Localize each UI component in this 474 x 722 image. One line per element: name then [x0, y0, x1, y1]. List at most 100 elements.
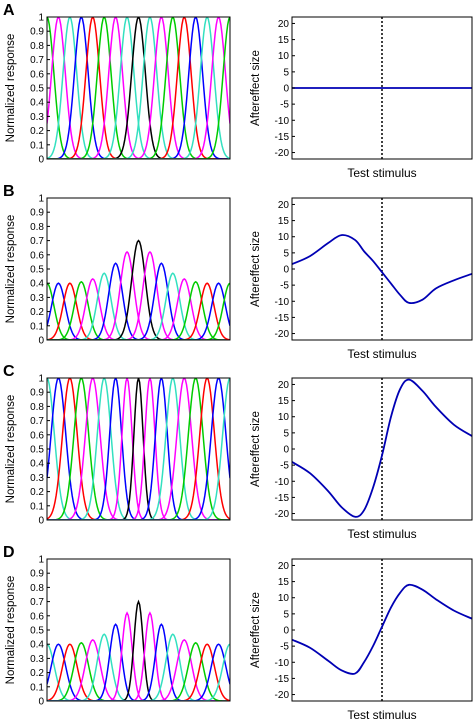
y-tick-label: 0.6	[30, 430, 44, 441]
y-tick-label: 0.2	[30, 487, 44, 498]
y-tick-label: 0.4	[30, 640, 44, 651]
y-tick-label: -20	[275, 690, 290, 701]
y-tick-label: 1	[38, 555, 44, 566]
tuning-curve-4	[47, 639, 230, 701]
y-tick-label: 0.9	[30, 208, 44, 219]
y-tick-label: 1	[38, 13, 44, 24]
y-tick-label: 0.7	[30, 236, 44, 247]
tuning-curve-14	[47, 282, 230, 340]
y-axis-label: Aftereffect size	[250, 411, 262, 487]
y-axis-label: Aftereffect size	[250, 592, 262, 668]
tuning-curve-1	[47, 378, 230, 520]
y-tick-label: 0.4	[30, 98, 44, 109]
y-tick-label: 0.7	[30, 597, 44, 608]
y-tick-label: 20	[278, 200, 290, 211]
tuning-curve-1	[47, 282, 230, 340]
tuning-curve-13	[47, 17, 230, 159]
aftereffect-panel-7: 20 15 10 5 0 -5 -10 -15 -20 Aftereffect size Test …	[250, 558, 473, 722]
x-axis-label: Test stimulus	[347, 166, 416, 180]
y-tick-label: 0.5	[30, 84, 44, 95]
y-tick-label: 5	[283, 428, 289, 439]
y-tick-label: 0.9	[30, 388, 44, 399]
aftereffect-panel-5: 20 15 10 5 0 -5 -10 -15 -20 Aftereffect size Test …	[250, 377, 473, 541]
y-tick-label: -20	[275, 329, 290, 340]
y-tick-label: 0.3	[30, 112, 44, 123]
tuning-curve-2	[47, 643, 230, 701]
tuning-curves	[47, 378, 230, 520]
tuning-curve-2	[47, 17, 230, 159]
y-tick-label: 0.8	[30, 41, 44, 52]
y-tick-label: -20	[275, 509, 290, 520]
y-tick-label: 0.2	[30, 307, 44, 318]
tuning-curve-8	[47, 599, 230, 701]
y-axis-label: Normalized response	[5, 395, 17, 504]
tuning-curve-1	[47, 643, 230, 701]
tuning-curve-4	[47, 378, 230, 520]
y-tick-label: 0.2	[30, 668, 44, 679]
y-tick-label: 0.2	[30, 126, 44, 137]
y-tick-label: 10	[278, 232, 290, 243]
tuning-curve-3	[47, 378, 230, 520]
x-axis-label: Test stimulus	[347, 347, 416, 361]
y-tick-label: 0.1	[30, 682, 44, 693]
y-tick-label: 5	[283, 67, 289, 78]
tuning-panel-D: 0 0.1 0.2 0.3 0.4 0.5 0.6 0.7 0.8 0.9 1 Normalized …	[3, 544, 231, 708]
y-tick-label: 0.8	[30, 583, 44, 594]
y-axis-label: Aftereffect size	[250, 50, 262, 126]
y-tick-label: 0.3	[30, 473, 44, 484]
aftereffect-panel-1: 20 15 10 5 0 -5 -10 -15 -20 Aftereffect size Test …	[250, 16, 473, 180]
y-tick-label: 15	[278, 577, 290, 588]
y-tick-label: 0.5	[30, 626, 44, 637]
y-tick-label: 0.6	[30, 69, 44, 80]
tuning-curve-15	[47, 378, 230, 520]
y-tick-label: 0.3	[30, 293, 44, 304]
plot-frame	[46, 558, 231, 702]
panel-letter: C	[3, 363, 15, 380]
y-tick-label: 10	[278, 412, 290, 423]
y-tick-label: 0.1	[30, 501, 44, 512]
tuning-curve-12	[47, 639, 230, 701]
y-tick-label: 0.7	[30, 55, 44, 66]
tuning-panel-A: 0 0.1 0.2 0.3 0.4 0.5 0.6 0.7 0.8 0.9 1 Normalized …	[3, 2, 231, 166]
y-axis-label: Normalized response	[5, 576, 17, 685]
tuning-curve-9	[47, 17, 230, 159]
tuning-curve-12	[47, 278, 230, 340]
y-tick-label: -10	[275, 116, 290, 127]
aftereffect-panel-3: 20 15 10 5 0 -5 -10 -15 -20 Aftereffect size Test …	[250, 197, 473, 361]
y-tick-label: 0.8	[30, 402, 44, 413]
tuning-curve-1	[47, 17, 230, 159]
y-tick-label: 0.4	[30, 459, 44, 470]
tuning-curve-12	[47, 17, 230, 159]
tuning-panel-B: 0 0.1 0.2 0.3 0.4 0.5 0.6 0.7 0.8 0.9 1 Normalized …	[3, 183, 231, 347]
tuning-curve-11	[47, 633, 230, 701]
y-tick-label: 20	[278, 19, 290, 30]
y-tick-label: -15	[275, 132, 290, 143]
tuning-curve-15	[47, 643, 230, 701]
panel-letter: A	[3, 2, 15, 19]
y-tick-label: -20	[275, 148, 290, 159]
y-tick-label: 0.6	[30, 250, 44, 261]
y-tick-label: 0.7	[30, 416, 44, 427]
y-tick-label: -10	[275, 477, 290, 488]
aftereffect-curve	[291, 583, 473, 675]
tuning-curve-3	[47, 17, 230, 159]
tuning-curve-14	[47, 643, 230, 701]
y-tick-label: 0	[38, 697, 44, 708]
y-tick-label: -10	[275, 297, 290, 308]
y-tick-label: 0	[38, 516, 44, 527]
tuning-curve-12	[47, 378, 230, 520]
x-axis-label: Test stimulus	[347, 527, 416, 541]
tuning-curve-3	[47, 641, 230, 701]
y-tick-label: 0.5	[30, 265, 44, 276]
tuning-curve-2	[47, 378, 230, 520]
y-tick-label: 0	[283, 626, 289, 637]
tuning-curve-13	[47, 378, 230, 520]
x-axis-label: Test stimulus	[347, 708, 416, 722]
y-tick-label: 0.5	[30, 445, 44, 456]
tuning-curve-4	[47, 17, 230, 159]
y-tick-label: 1	[38, 194, 44, 205]
tuning-curve-14	[47, 17, 230, 159]
tuning-curve-5	[47, 633, 230, 701]
aftereffect-curve	[291, 234, 473, 304]
tuning-curve-9	[47, 378, 230, 520]
